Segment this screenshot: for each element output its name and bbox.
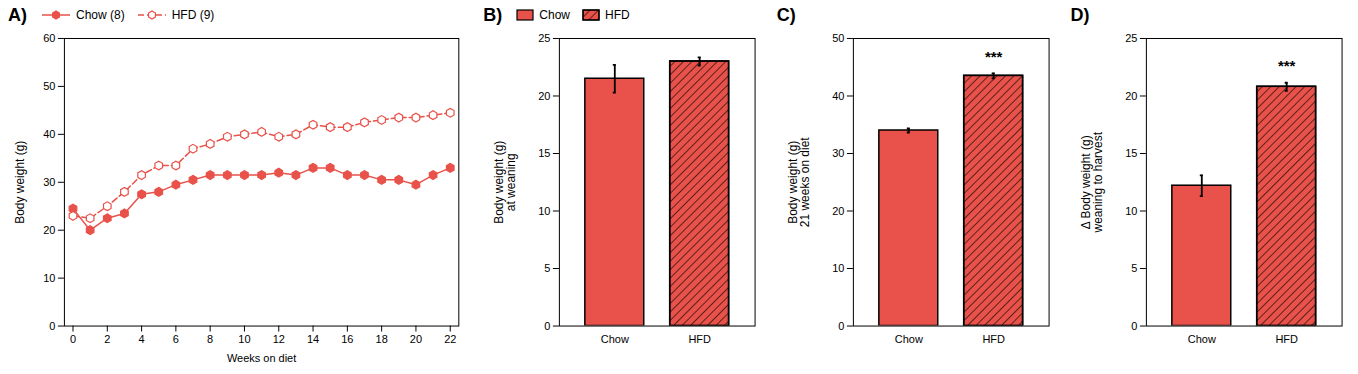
svg-text:5: 5 (1132, 262, 1138, 274)
svg-text:40: 40 (832, 90, 844, 102)
html-text:HFD (9): HFD (9) (171, 8, 215, 22)
svg-text:50: 50 (43, 80, 55, 92)
svg-text:30: 30 (832, 147, 844, 159)
svg-text:22: 22 (444, 333, 456, 345)
svg-text:15: 15 (1126, 147, 1138, 159)
svg-text:8: 8 (207, 333, 213, 345)
svg-text:14: 14 (307, 333, 319, 345)
svg-text:Δ Body weight (g)weaning to ha: Δ Body weight (g)weaning to harvest (1080, 131, 1106, 233)
svg-text:0: 0 (70, 333, 76, 345)
html-text:Chow (8): Chow (8) (76, 8, 125, 22)
svg-text:10: 10 (43, 272, 55, 284)
svg-text:0: 0 (49, 320, 55, 332)
svg-text:10: 10 (538, 205, 550, 217)
svg-text:10: 10 (832, 262, 844, 274)
svg-text:0: 0 (545, 320, 551, 332)
svg-text:60: 60 (43, 32, 55, 44)
svg-text:16: 16 (341, 333, 353, 345)
svg-text:2: 2 (104, 333, 110, 345)
svg-text:25: 25 (1126, 32, 1138, 44)
svg-text:Body weight (g): Body weight (g) (13, 141, 27, 224)
svg-text:Weeks on diet: Weeks on diet (227, 352, 296, 364)
svg-text:0: 0 (838, 320, 844, 332)
svg-text:25: 25 (538, 32, 550, 44)
html-text:D): D) (1070, 4, 1090, 25)
svg-text:20: 20 (832, 205, 844, 217)
svg-text:HFD: HFD (1276, 333, 1299, 345)
svg-text:30: 30 (43, 176, 55, 188)
html-text:C): C) (776, 4, 796, 25)
html-text:B): B) (483, 4, 503, 25)
svg-text:Body weight (g)at weaning: Body weight (g)at weaning (493, 141, 519, 224)
svg-text:5: 5 (545, 262, 551, 274)
svg-text:Chow: Chow (601, 333, 629, 345)
svg-text:***: *** (1278, 57, 1296, 74)
svg-text:15: 15 (538, 147, 550, 159)
svg-text:Body weight (g)21 weeks on die: Body weight (g)21 weeks on diet (786, 137, 812, 227)
svg-text:Chow: Chow (1188, 333, 1216, 345)
svg-text:10: 10 (1126, 205, 1138, 217)
html-text:Chow: Chow (539, 8, 570, 22)
svg-text:HFD: HFD (689, 333, 712, 345)
svg-text:10: 10 (238, 333, 250, 345)
svg-text:***: *** (985, 48, 1003, 65)
html-text:HFD: HFD (605, 8, 630, 22)
svg-text:50: 50 (832, 32, 844, 44)
svg-text:12: 12 (273, 333, 285, 345)
svg-text:0: 0 (1132, 320, 1138, 332)
svg-text:20: 20 (1126, 90, 1138, 102)
svg-text:Chow: Chow (895, 333, 923, 345)
svg-text:20: 20 (538, 90, 550, 102)
svg-text:4: 4 (139, 333, 145, 345)
svg-text:18: 18 (376, 333, 388, 345)
svg-text:40: 40 (43, 128, 55, 140)
svg-text:HFD: HFD (982, 333, 1005, 345)
svg-text:20: 20 (410, 333, 422, 345)
svg-text:6: 6 (173, 333, 179, 345)
html-text:A): A) (8, 4, 27, 25)
svg-text:20: 20 (43, 224, 55, 236)
